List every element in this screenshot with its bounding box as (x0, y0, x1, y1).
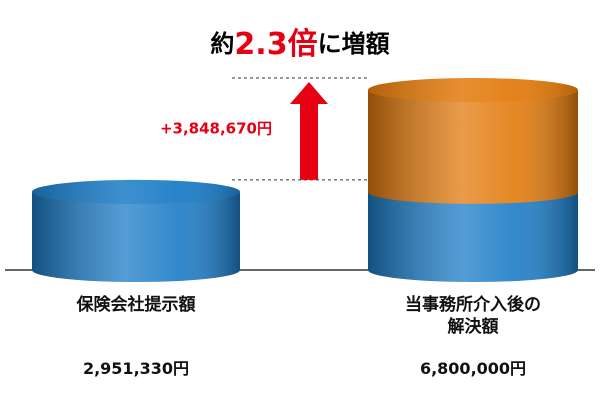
category-label: 保険会社提示額 (76, 295, 196, 315)
chart-title: 約2.3倍に増額 (210, 27, 389, 62)
cylinder-top-shade (368, 78, 578, 102)
title-part: 2.3倍 (234, 27, 317, 62)
title-part: 約 (210, 30, 234, 58)
title-part: に増額 (318, 30, 390, 58)
cylinder-shade (368, 191, 578, 270)
increase-label: +3,848,670円 (160, 119, 272, 137)
cylinder-shade (368, 90, 578, 192)
category-label: 当事務所介入後の解決額 (405, 295, 541, 337)
increase-arrow (290, 82, 328, 180)
total-label: 2,951,330円 (82, 359, 190, 378)
cylinder-shade (32, 191, 240, 270)
total-label: 6,800,000円 (419, 359, 527, 378)
cylinder-top-shade (32, 179, 240, 204)
